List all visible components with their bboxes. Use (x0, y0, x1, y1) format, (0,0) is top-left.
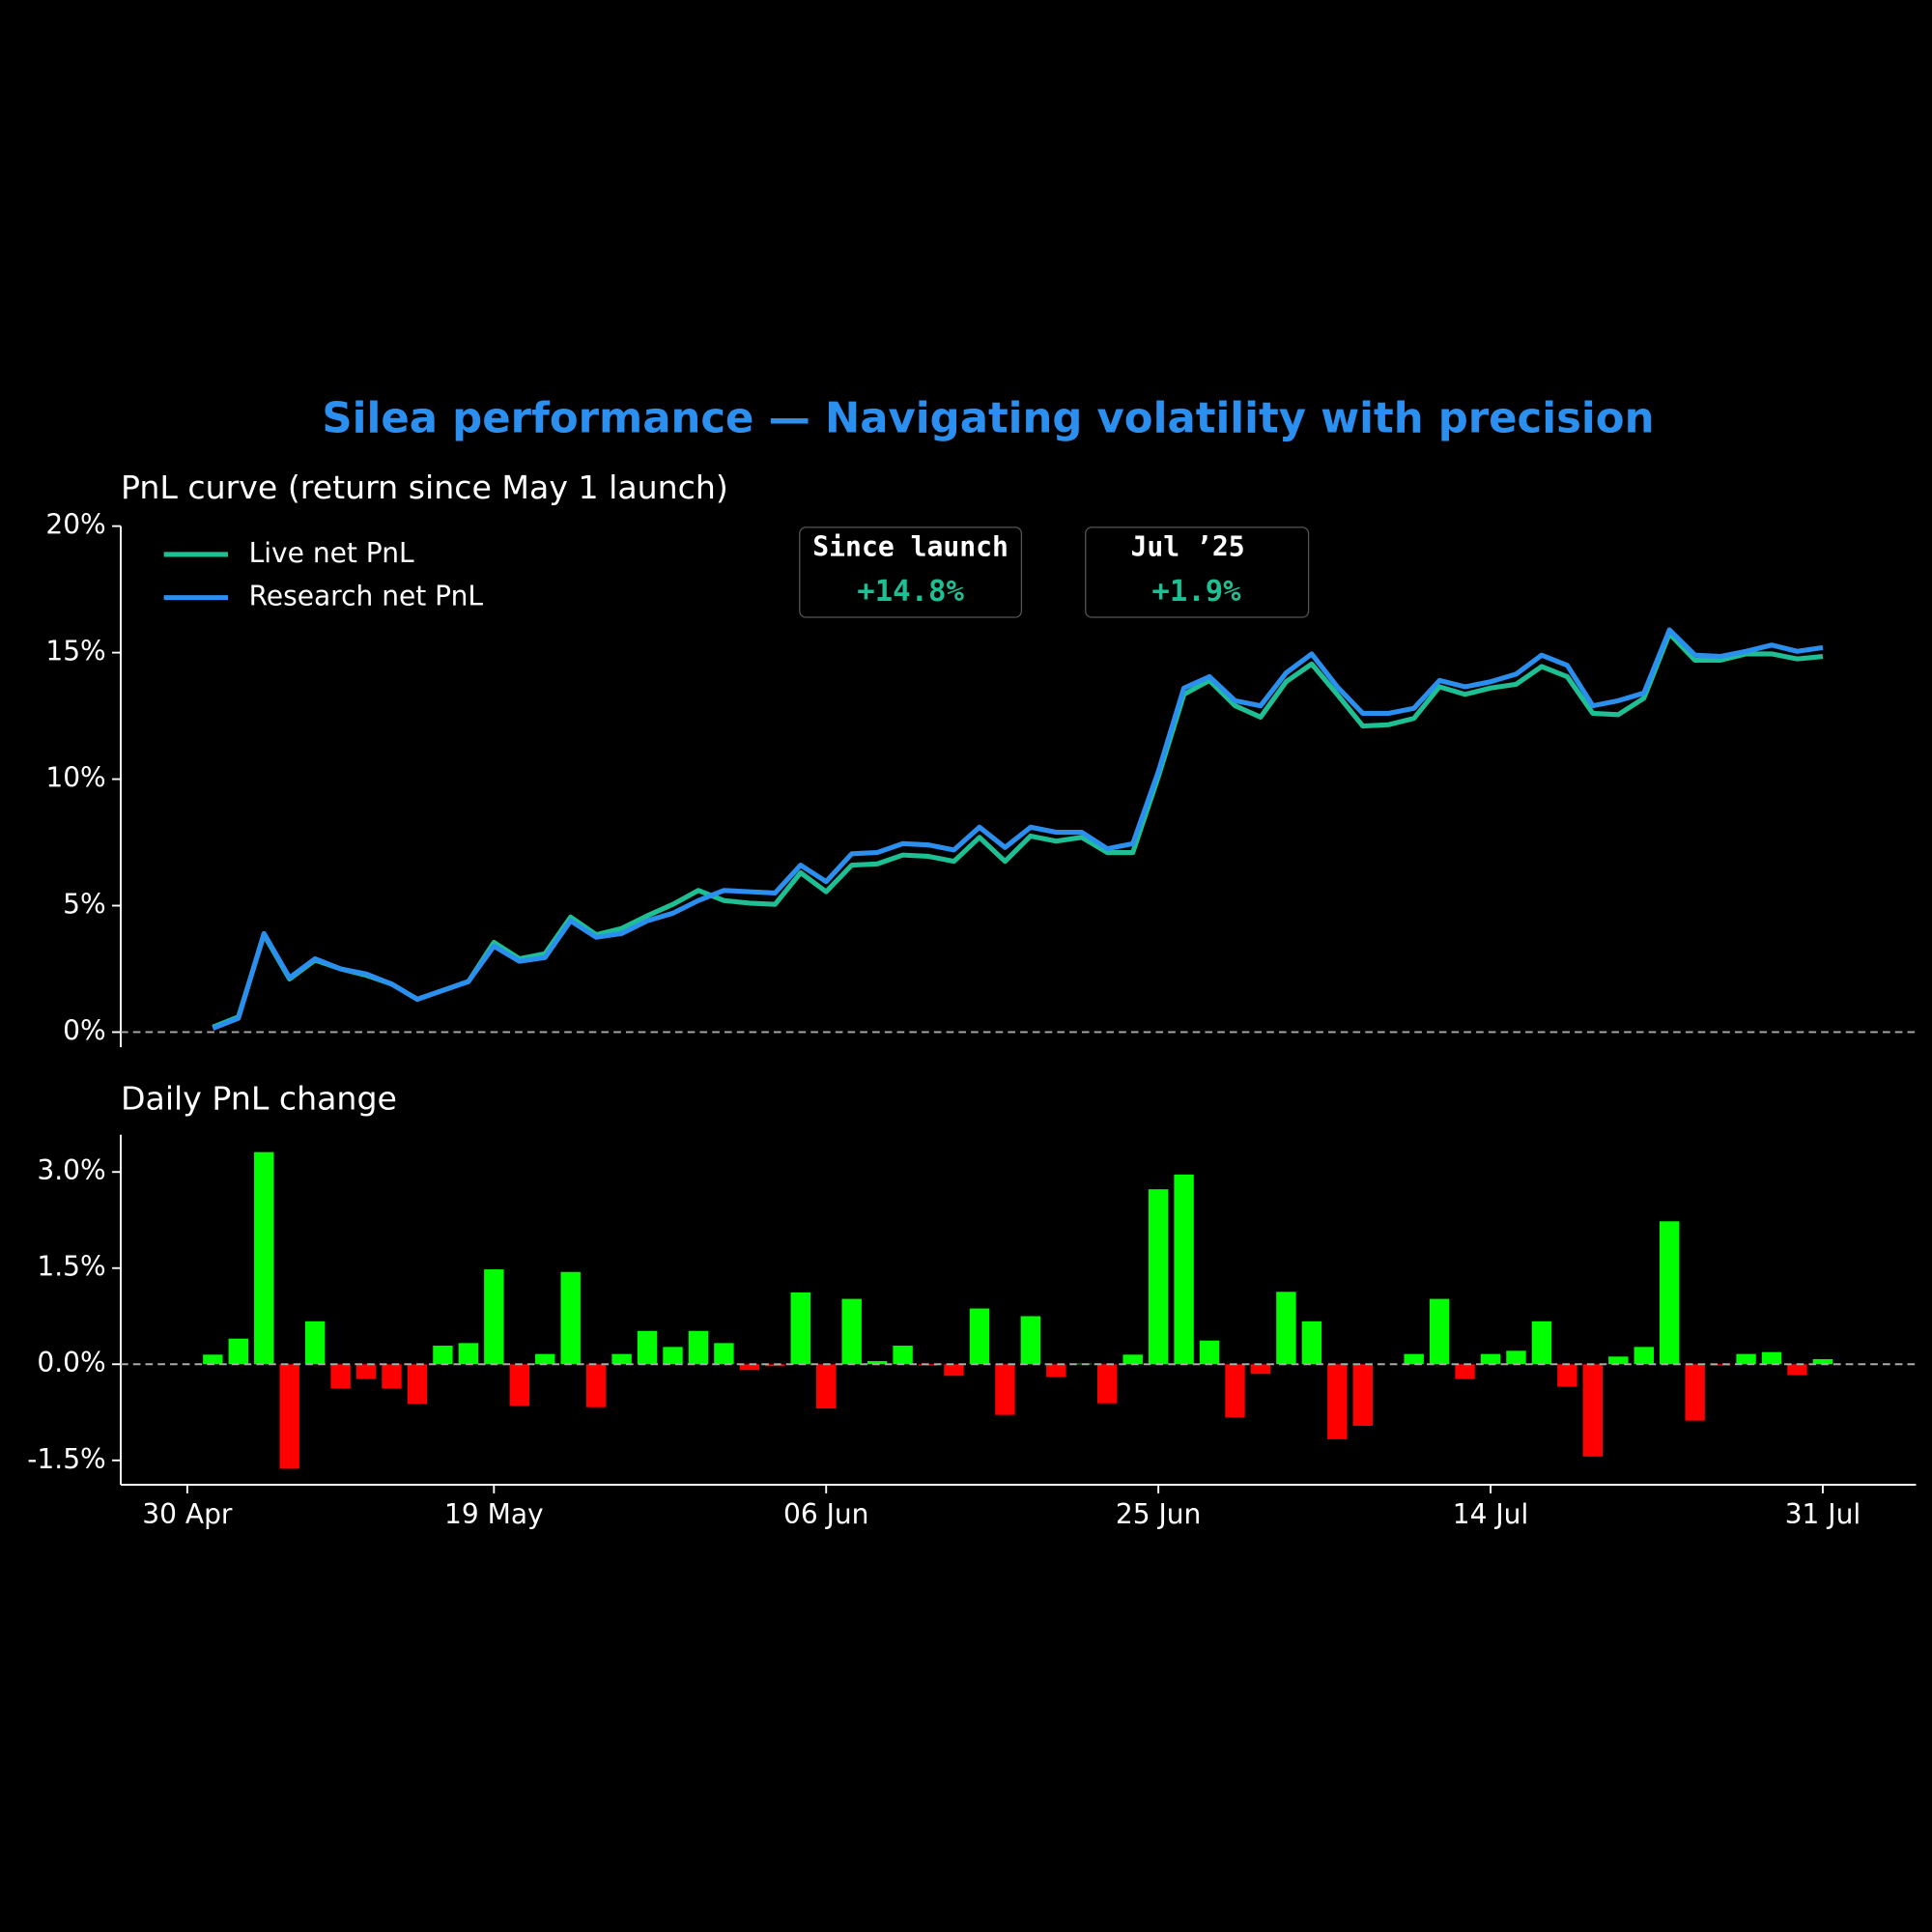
bar (841, 1298, 862, 1365)
bar (944, 1364, 964, 1377)
bar (1787, 1364, 1807, 1376)
bar (1122, 1354, 1143, 1365)
bar (1660, 1221, 1680, 1365)
bar (1685, 1364, 1705, 1421)
x-tick-label: 30 Apr (142, 1498, 233, 1530)
bar (330, 1364, 351, 1389)
bar (739, 1364, 760, 1371)
bar (611, 1353, 632, 1365)
bar (969, 1308, 990, 1365)
bar (663, 1347, 683, 1365)
bar (535, 1353, 555, 1365)
bar (1710, 1364, 1731, 1366)
bar (1404, 1353, 1424, 1365)
bar (1046, 1364, 1066, 1378)
bar (585, 1364, 607, 1407)
x-tick-label: 19 May (444, 1498, 544, 1530)
chart-title: PnL curve (return since May 1 launch) (121, 469, 728, 506)
bar (484, 1269, 504, 1365)
bar (1301, 1321, 1322, 1365)
y-tick-label: -1.5% (27, 1443, 105, 1475)
stat-value: +1.9% (1151, 575, 1241, 609)
legend-label: Research net PnL (249, 581, 484, 612)
bar (254, 1151, 274, 1365)
bar (893, 1346, 913, 1365)
bar (790, 1292, 810, 1365)
x-tick-label: 14 Jul (1453, 1498, 1528, 1530)
y-tick-label: 20% (45, 509, 105, 541)
bar (1020, 1316, 1041, 1365)
bar (1352, 1364, 1373, 1426)
bar (1071, 1363, 1092, 1365)
y-tick-label: 0% (63, 1014, 106, 1046)
bar (228, 1338, 248, 1365)
bar (1225, 1364, 1245, 1418)
bar (1557, 1364, 1577, 1387)
y-tick-label: 15% (45, 636, 105, 668)
bar (458, 1343, 479, 1365)
bar (637, 1330, 658, 1365)
bar (1634, 1347, 1654, 1365)
y-tick-label: 3.0% (37, 1154, 105, 1186)
bar (867, 1360, 888, 1365)
y-tick-label: 0.0% (37, 1347, 105, 1378)
bar (1531, 1321, 1552, 1365)
bar (1327, 1364, 1348, 1439)
bar (1097, 1364, 1118, 1404)
legend-label: Live net PnL (249, 537, 414, 569)
bar (1582, 1364, 1604, 1457)
bar (1736, 1353, 1756, 1365)
bar (433, 1346, 453, 1365)
bar (1812, 1358, 1833, 1365)
bar (407, 1364, 428, 1405)
chart-title: Daily PnL change (121, 1080, 397, 1118)
bar (1506, 1350, 1526, 1365)
bar (995, 1364, 1015, 1415)
bar (279, 1364, 299, 1469)
bar (1199, 1340, 1220, 1365)
bar (203, 1354, 223, 1365)
bar (1480, 1353, 1501, 1365)
bar (1276, 1292, 1296, 1365)
bar (304, 1321, 326, 1365)
bar (1455, 1364, 1475, 1379)
y-tick-label: 1.5% (37, 1251, 105, 1283)
x-tick-label: 06 Jun (783, 1498, 868, 1530)
bar (1174, 1174, 1194, 1365)
bar (509, 1364, 529, 1406)
bar (1250, 1364, 1271, 1375)
bar (765, 1364, 785, 1367)
bar (714, 1343, 734, 1365)
stat-box (799, 526, 1023, 618)
bar (382, 1364, 402, 1389)
y-tick-label: 10% (45, 762, 105, 794)
bar (1608, 1356, 1629, 1365)
y-tick-label: 5% (63, 889, 106, 921)
bar (355, 1364, 377, 1379)
bar (816, 1364, 837, 1409)
page-title: Silea performance — Navigating volatilit… (322, 395, 1654, 443)
stat-label: Jul ’25 (1130, 531, 1244, 563)
bar (1429, 1298, 1450, 1365)
stat-label: Since launch (812, 531, 1009, 563)
bar (560, 1271, 581, 1365)
stat-box (1085, 526, 1310, 618)
stat-value: +14.8% (857, 575, 964, 609)
bar (1761, 1351, 1782, 1365)
x-tick-label: 25 Jun (1116, 1498, 1201, 1530)
x-tick-label: 31 Jul (1785, 1498, 1861, 1530)
bar (1148, 1189, 1169, 1365)
pnl-line (212, 627, 1824, 1031)
bar (688, 1330, 709, 1365)
